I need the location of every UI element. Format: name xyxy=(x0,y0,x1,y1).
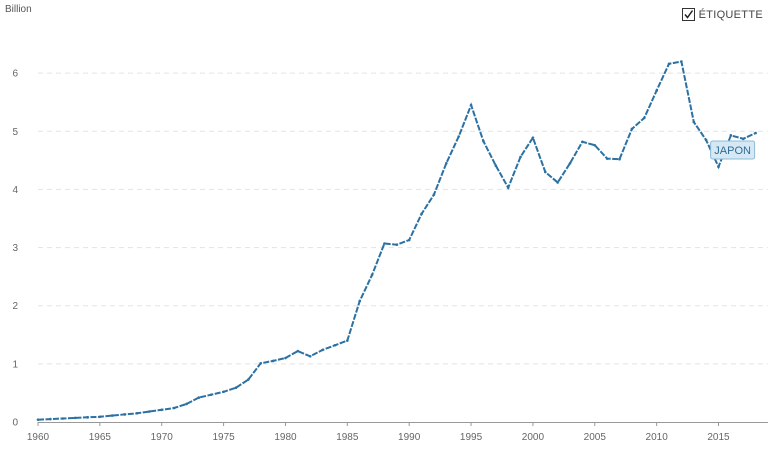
y-tick-label: 5 xyxy=(12,127,18,138)
x-tick-label: 1980 xyxy=(274,432,297,443)
data-point[interactable] xyxy=(729,134,733,137)
data-point[interactable] xyxy=(284,356,287,360)
data-point[interactable] xyxy=(86,416,89,419)
series-label-box xyxy=(710,140,756,160)
data-point[interactable] xyxy=(148,410,151,413)
data-point[interactable] xyxy=(605,157,609,160)
data-point[interactable] xyxy=(692,120,696,124)
data-point[interactable] xyxy=(346,339,349,342)
y-tick-label: 2 xyxy=(12,301,18,312)
data-point[interactable] xyxy=(642,116,646,120)
data-point[interactable] xyxy=(395,243,399,246)
data-point[interactable] xyxy=(754,131,757,135)
x-tick-label: 2010 xyxy=(646,432,669,443)
y-tick-label: 0 xyxy=(12,418,18,429)
data-point[interactable] xyxy=(519,155,522,159)
data-point[interactable] xyxy=(531,136,535,139)
data-point[interactable] xyxy=(618,157,621,161)
x-tick-label: 2000 xyxy=(522,432,545,443)
data-point[interactable] xyxy=(741,137,745,141)
y-tick-label: 3 xyxy=(12,243,18,254)
data-point[interactable] xyxy=(445,161,448,165)
data-point[interactable] xyxy=(321,348,324,352)
data-point[interactable] xyxy=(123,413,126,416)
y-tick-label: 6 xyxy=(12,69,18,80)
x-tick-label: 2005 xyxy=(584,432,607,443)
data-point[interactable] xyxy=(259,361,263,365)
data-point[interactable] xyxy=(36,418,40,421)
y-tick-label: 4 xyxy=(12,185,18,196)
data-point[interactable] xyxy=(680,60,683,63)
series-name-label: JAPON xyxy=(714,145,751,157)
data-point[interactable] xyxy=(110,414,114,417)
data-point[interactable] xyxy=(135,411,139,415)
data-point[interactable] xyxy=(704,138,708,142)
series-layer xyxy=(36,60,757,421)
data-point[interactable] xyxy=(209,393,213,396)
data-point[interactable] xyxy=(185,402,188,406)
data-point[interactable] xyxy=(581,140,584,144)
x-tick-label: 1970 xyxy=(151,432,174,443)
data-point[interactable] xyxy=(543,170,547,174)
label-checkbox[interactable] xyxy=(681,8,695,21)
x-tick-label: 1990 xyxy=(398,432,421,443)
data-point[interactable] xyxy=(370,273,374,277)
data-point[interactable] xyxy=(667,62,671,66)
data-point[interactable] xyxy=(457,135,460,138)
data-point[interactable] xyxy=(420,212,423,216)
data-point[interactable] xyxy=(630,127,634,131)
x-tick-label: 1965 xyxy=(89,432,112,443)
grid-lines xyxy=(38,72,768,365)
data-point[interactable] xyxy=(172,406,176,410)
series-labels: JAPON xyxy=(710,140,756,160)
data-point[interactable] xyxy=(296,349,300,353)
data-point[interactable] xyxy=(655,89,658,92)
data-point[interactable] xyxy=(271,359,275,363)
data-point[interactable] xyxy=(358,299,361,303)
checkmark-icon xyxy=(683,10,693,19)
data-point[interactable] xyxy=(234,386,238,389)
data-point[interactable] xyxy=(482,139,485,143)
x-tick-label: 1985 xyxy=(336,432,359,443)
data-point[interactable] xyxy=(197,396,201,399)
data-point[interactable] xyxy=(506,186,510,189)
x-tick-label: 1975 xyxy=(212,432,235,443)
x-tick-label: 2015 xyxy=(707,432,730,443)
data-point[interactable] xyxy=(469,103,473,107)
data-point[interactable] xyxy=(308,354,312,358)
x-tick-label: 1960 xyxy=(27,432,50,443)
data-point[interactable] xyxy=(61,417,65,420)
data-point[interactable] xyxy=(494,164,498,167)
label-toggle[interactable]: ÉTIQUETTE xyxy=(681,8,763,21)
data-point[interactable] xyxy=(98,415,102,419)
data-point[interactable] xyxy=(556,181,559,184)
label-toggle-text: ÉTIQUETTE xyxy=(698,8,763,21)
data-point[interactable] xyxy=(593,143,597,147)
y-tick-label: 1 xyxy=(12,359,18,370)
data-point[interactable] xyxy=(49,417,52,421)
y-axis-unit-label: Billion xyxy=(5,4,32,15)
data-point[interactable] xyxy=(407,238,411,242)
data-point[interactable] xyxy=(222,390,225,394)
data-point[interactable] xyxy=(383,242,386,245)
series-line[interactable] xyxy=(37,60,757,421)
data-point[interactable] xyxy=(160,408,164,412)
data-point[interactable] xyxy=(333,343,337,347)
x-tick-label: 1995 xyxy=(460,432,483,443)
data-point[interactable] xyxy=(717,165,720,169)
data-point[interactable] xyxy=(247,378,250,381)
data-point[interactable] xyxy=(568,161,572,165)
axes: 0 1 2 3 4 5 6 1960 1965 1970 1975 1980 1985 1990 1995 2… xyxy=(12,69,768,443)
data-point[interactable] xyxy=(73,416,77,420)
data-point[interactable] xyxy=(432,193,436,196)
